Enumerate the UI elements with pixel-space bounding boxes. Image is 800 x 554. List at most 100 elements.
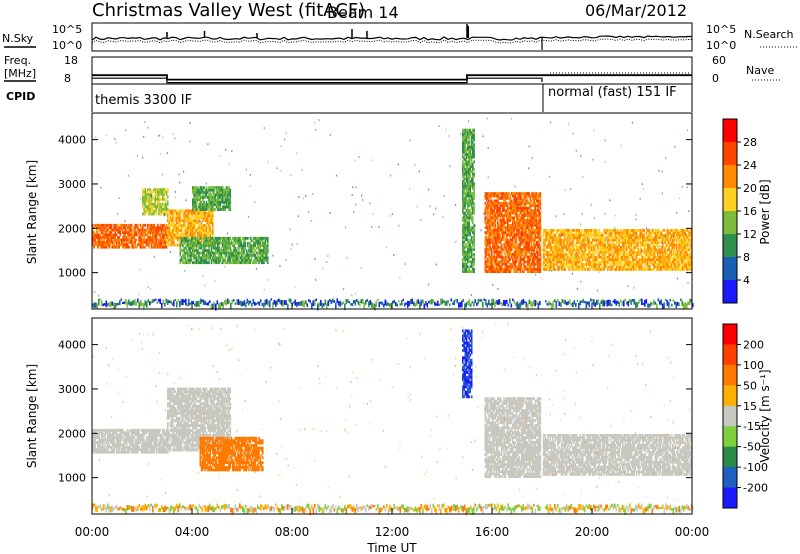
heat-cell <box>97 238 99 242</box>
heat-cell <box>552 236 554 240</box>
freq-left-label-2: [MHz] <box>4 67 36 80</box>
heat-cell <box>538 265 540 269</box>
heat-cell <box>589 241 592 244</box>
heat-cell <box>532 262 534 266</box>
heat-cell <box>197 195 199 199</box>
heat-cell <box>578 246 580 249</box>
heat-cell <box>109 233 112 237</box>
heat-cell <box>492 233 494 237</box>
heat-cell <box>212 256 214 260</box>
heat-cell <box>495 260 498 264</box>
heat-cell <box>605 246 608 249</box>
scatter-cell <box>410 298 412 305</box>
heat-cell <box>195 200 198 204</box>
heat-cell <box>219 239 222 243</box>
heat-cell <box>145 240 148 244</box>
heat-cell <box>464 228 467 232</box>
heat-cell <box>502 238 504 242</box>
heat-cell <box>219 203 222 206</box>
heat-cell <box>170 231 173 235</box>
heat-cell <box>514 253 517 256</box>
heat-cell <box>462 216 464 220</box>
heat-cell <box>467 128 469 132</box>
heat-cell <box>194 193 197 197</box>
heat-cell <box>493 236 495 239</box>
heat-cell <box>254 256 257 260</box>
heat-cell <box>494 258 497 261</box>
scatter-cell <box>360 299 363 304</box>
heat-cell <box>167 219 169 222</box>
heat-cell <box>243 256 245 260</box>
heat-cell <box>499 267 502 271</box>
heat-cell <box>253 261 255 265</box>
heat-cell <box>118 245 120 249</box>
heat-cell <box>469 148 472 152</box>
heat-cell <box>189 258 192 262</box>
heat-cell <box>119 228 122 232</box>
heat-cell <box>499 204 502 208</box>
heat-cell <box>489 211 492 215</box>
scatter-cell <box>633 299 636 305</box>
heat-cell <box>98 228 100 232</box>
heat-cell <box>518 245 520 249</box>
heat-cell <box>200 256 203 260</box>
heat-cell <box>539 201 542 205</box>
heat-cell <box>203 203 205 206</box>
heat-cell <box>93 231 95 234</box>
heat-cell <box>159 240 162 244</box>
heat-cell <box>199 231 202 235</box>
scatter-cell <box>435 303 438 306</box>
heat-cell <box>225 241 228 245</box>
heat-cell <box>504 192 507 195</box>
heat-cell <box>163 210 165 213</box>
heat-cell <box>584 268 587 271</box>
heat-cell <box>464 245 467 249</box>
heat-cell <box>247 251 249 255</box>
heat-cell <box>212 221 214 225</box>
heat-cell <box>187 229 189 232</box>
heat-cell <box>249 251 252 255</box>
heat-cell <box>468 253 470 256</box>
heat-cell <box>209 186 212 189</box>
heat-cell <box>517 194 519 198</box>
heat-cell <box>537 240 539 244</box>
scatter-cell <box>99 298 102 301</box>
heat-cell <box>525 192 528 195</box>
heat-cell <box>264 236 267 240</box>
heat-cell <box>500 221 503 225</box>
heat-cell <box>495 253 498 256</box>
heat-cell <box>582 236 584 240</box>
heat-cell <box>257 241 259 245</box>
heat-cell <box>538 216 540 220</box>
heat-cell <box>537 204 539 208</box>
heat-cell <box>513 231 515 234</box>
heat-cell <box>229 256 232 260</box>
heat-cell <box>230 256 233 260</box>
heat-cell <box>507 248 509 251</box>
heat-cell <box>162 245 164 249</box>
heat-cell <box>155 233 158 237</box>
heat-cell <box>579 268 582 271</box>
heat-cell <box>583 238 585 242</box>
heat-cell <box>575 263 578 266</box>
heat-cell <box>209 200 212 204</box>
heat-cell <box>544 258 547 261</box>
heat-cell <box>184 211 187 215</box>
heat-cell <box>155 231 158 234</box>
heat-cell <box>170 238 173 242</box>
heat-cell <box>529 201 532 205</box>
heat-cell <box>494 248 497 251</box>
heat-cell <box>193 226 195 230</box>
heat-cell <box>215 249 218 252</box>
heat-cell <box>168 209 170 213</box>
heat-cell <box>507 260 509 264</box>
heat-cell <box>157 190 159 194</box>
heat-cell <box>152 245 154 249</box>
heat-cell <box>510 201 513 205</box>
heat-cell <box>519 245 522 249</box>
heat-cell <box>160 236 163 239</box>
heat-cell <box>520 240 523 244</box>
heat-cell <box>543 250 545 254</box>
heat-cell <box>130 243 133 247</box>
heat-cell <box>243 239 245 243</box>
